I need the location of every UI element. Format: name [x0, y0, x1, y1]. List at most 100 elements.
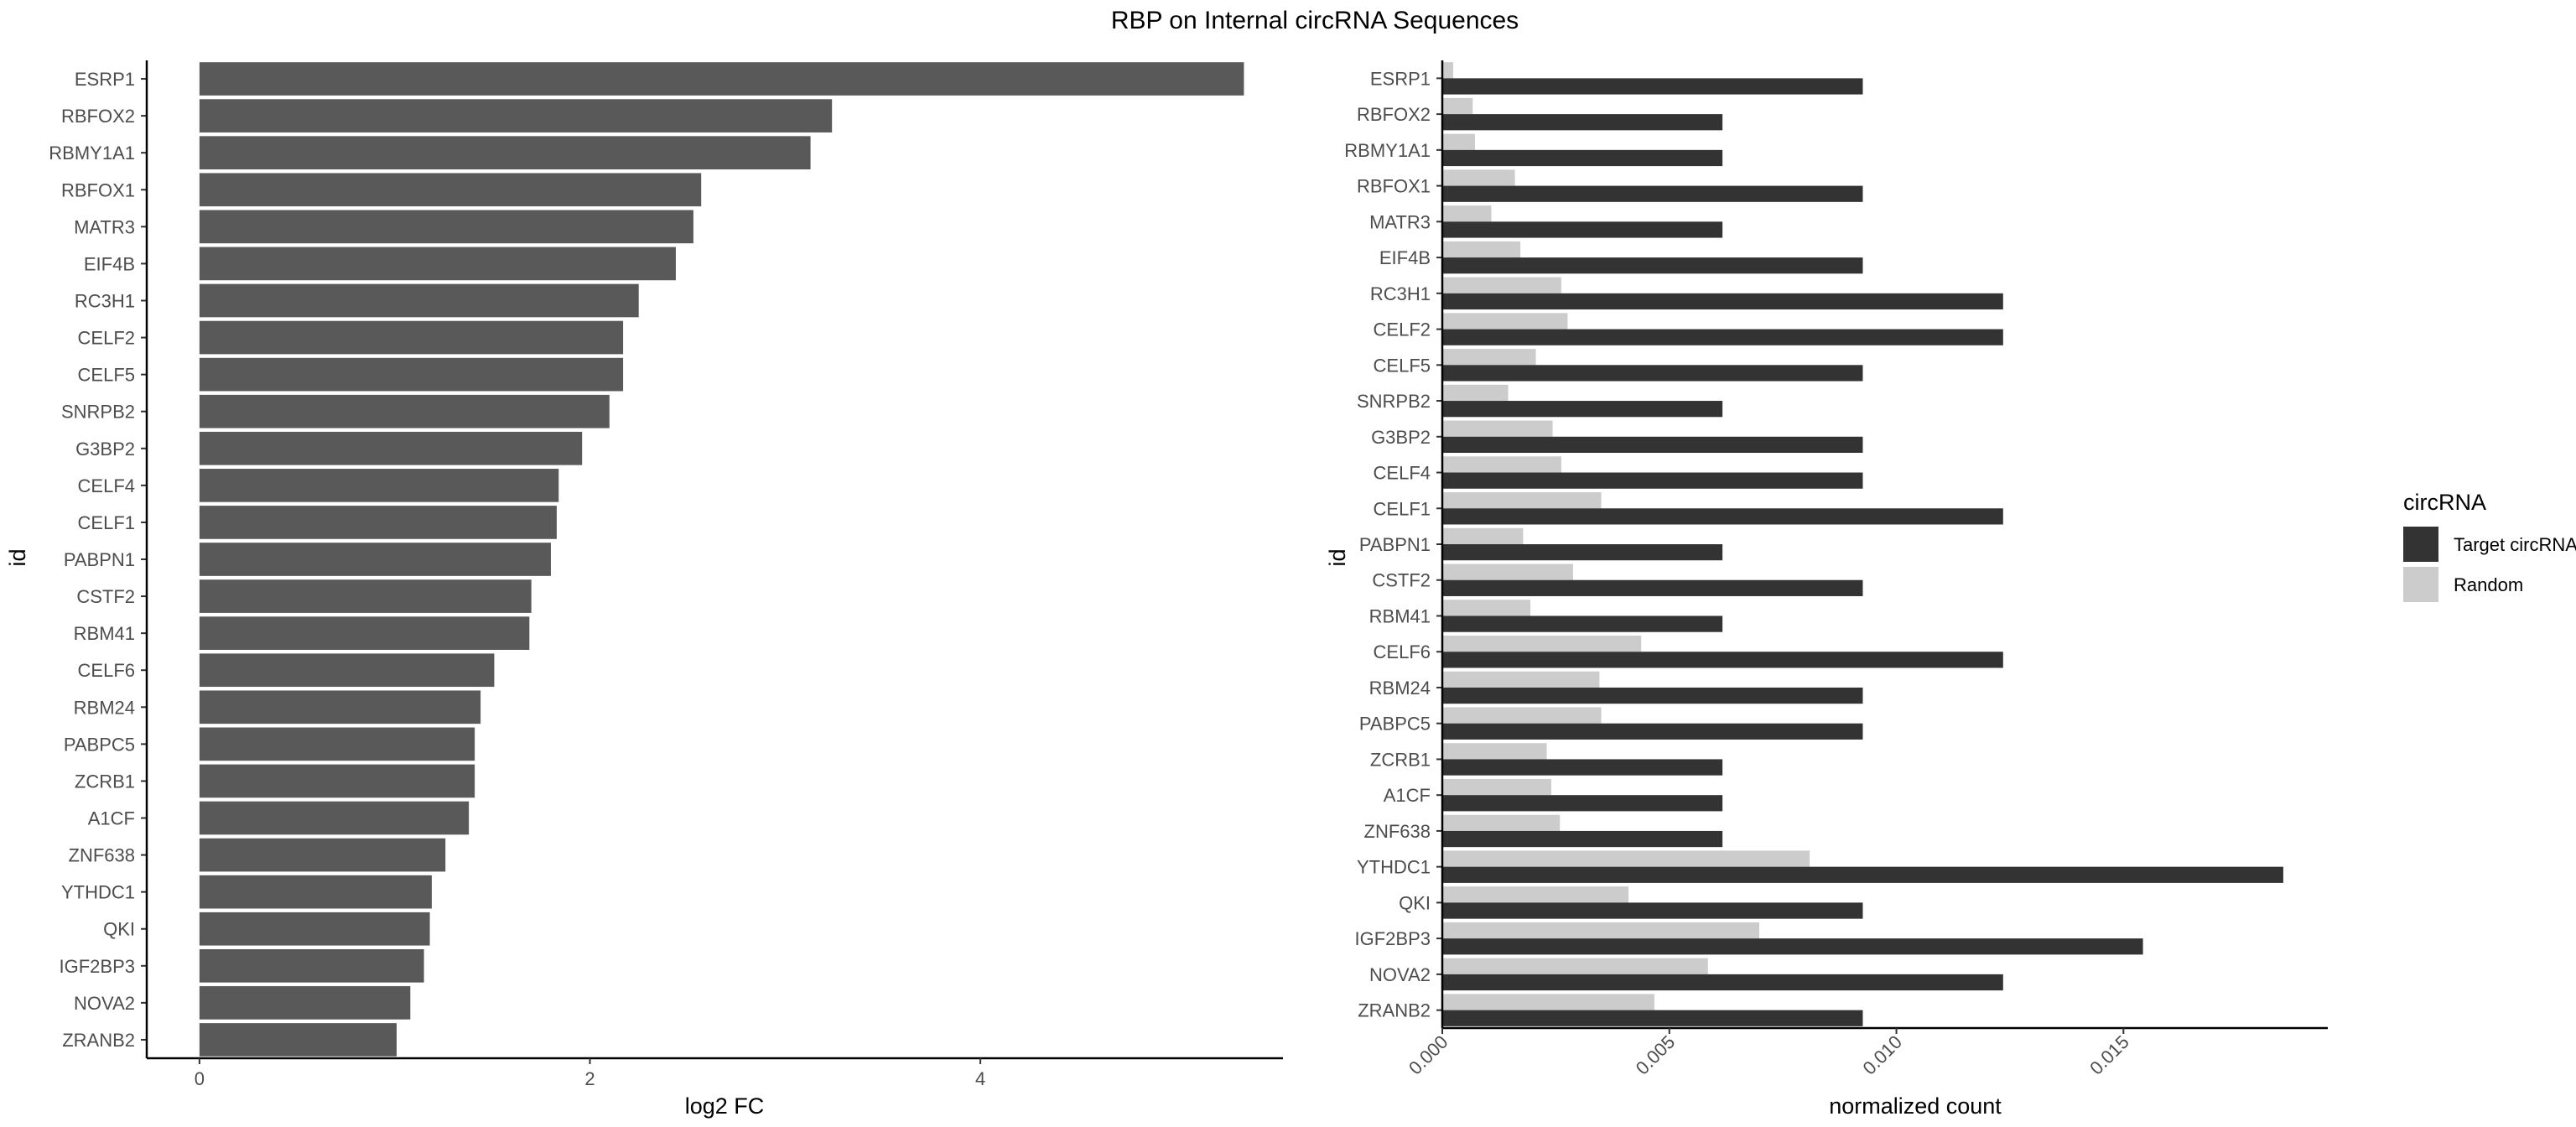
- y-tick-label: NOVA2: [1369, 964, 1431, 985]
- y-tick-label: ZRANB2: [62, 1030, 135, 1051]
- left-axes: [141, 60, 1283, 1064]
- y-tick-label: ZRANB2: [1358, 1000, 1431, 1021]
- bar-log2fc-g3bp2: [199, 431, 583, 465]
- bar-target-cstf2: [1442, 579, 1863, 596]
- bar-log2fc-igf2bp3: [199, 948, 424, 983]
- bar-random-cstf2: [1442, 564, 1573, 580]
- bar-random-g3bp2: [1442, 420, 1553, 437]
- bar-log2fc-esrp1: [199, 62, 1244, 96]
- y-tick-label: CELF5: [1374, 355, 1431, 376]
- bar-target-rbfox2: [1442, 114, 1723, 131]
- y-tick-label: ZCRB1: [1370, 749, 1431, 770]
- bar-log2fc-rbfox2: [199, 99, 833, 132]
- y-tick-label: CELF4: [1374, 463, 1431, 484]
- bar-random-celf4: [1442, 456, 1561, 473]
- bar-target-zcrb1: [1442, 759, 1723, 776]
- bar-log2fc-rc3h1: [199, 283, 639, 318]
- y-tick-label: PABPN1: [1359, 534, 1431, 555]
- y-tick-label: RBM41: [1369, 605, 1431, 626]
- bar-target-celf1: [1442, 508, 2003, 525]
- y-tick-label: A1CF: [88, 808, 135, 829]
- right-bars: [1442, 62, 2283, 1026]
- bar-target-a1cf: [1442, 795, 1723, 812]
- x-tick-label: 0: [195, 1068, 205, 1089]
- bar-target-celf4: [1442, 472, 1863, 489]
- y-tick-label: YTHDC1: [1357, 857, 1431, 878]
- y-tick-label: CELF6: [78, 660, 135, 681]
- bar-target-pabpn1: [1442, 544, 1723, 561]
- bar-log2fc-zranb2: [199, 1023, 397, 1057]
- y-tick-label: ZNF638: [1364, 821, 1431, 842]
- bar-target-qki: [1442, 902, 1863, 919]
- y-tick-label: PABPC5: [1359, 714, 1431, 735]
- y-tick-label: RBM24: [1369, 678, 1431, 699]
- left-bars: [199, 62, 1244, 1057]
- bar-log2fc-celf5: [199, 357, 624, 392]
- y-tick-label: YTHDC1: [61, 882, 135, 903]
- legend-label-random: Random: [2454, 574, 2523, 595]
- bar-random-znf638: [1442, 814, 1561, 831]
- y-tick-label: QKI: [1399, 892, 1431, 913]
- y-tick-label: PABPC5: [64, 734, 135, 755]
- bar-target-esrp1: [1442, 78, 1863, 95]
- bar-target-pabpc5: [1442, 723, 1863, 740]
- y-tick-label: RBFOX2: [1357, 104, 1431, 125]
- y-tick-label: RC3H1: [75, 290, 135, 311]
- bar-random-a1cf: [1442, 778, 1551, 796]
- bar-log2fc-celf2: [199, 320, 624, 355]
- y-tick-label: RBM24: [74, 697, 135, 718]
- right-x-axis-title: normalized count: [1829, 1093, 2002, 1119]
- y-tick-label: EIF4B: [1379, 247, 1431, 268]
- bar-target-nova2: [1442, 974, 2003, 991]
- bar-random-nova2: [1442, 958, 1708, 974]
- bar-target-snrpb2: [1442, 401, 1723, 418]
- y-tick-label: SNRPB2: [1357, 391, 1431, 412]
- y-tick-label: CELF6: [1374, 641, 1431, 662]
- bar-random-qki: [1442, 886, 1629, 903]
- right-x-tick-labels: 0.000 0.005 0.010 0.015: [1405, 1031, 2133, 1079]
- bar-random-igf2bp3: [1442, 922, 1759, 939]
- y-tick-label: IGF2BP3: [1355, 928, 1431, 949]
- right-panel-normalized-count: ESRP1 RBFOX2 RBMY1A1 RBFOX1 MATR3 EIF4B RC3H1 C…: [1325, 60, 2328, 1119]
- bar-target-rbfox1: [1442, 185, 1863, 202]
- bar-log2fc-pabpn1: [199, 543, 551, 576]
- y-tick-label: ZCRB1: [75, 771, 135, 792]
- y-tick-label: ESRP1: [1370, 68, 1431, 89]
- y-tick-label: RBFOX1: [1357, 176, 1431, 197]
- y-tick-label: NOVA2: [74, 993, 135, 1014]
- y-tick-label: RBFOX2: [61, 106, 135, 127]
- legend: circRNA Target circRNAs Random: [2403, 490, 2576, 602]
- legend-label-target: Target circRNAs: [2454, 534, 2576, 555]
- bar-random-snrpb2: [1442, 384, 1509, 402]
- bar-random-zranb2: [1442, 994, 1654, 1010]
- y-tick-label: CELF1: [78, 512, 135, 533]
- y-tick-label: CELF2: [1374, 319, 1431, 340]
- y-tick-label: SNRPB2: [61, 402, 135, 423]
- left-y-tick-labels: ESRP1 RBFOX2 RBMY1A1 RBFOX1 MATR3 EIF4B RC3H1 C…: [49, 69, 135, 1051]
- bar-target-znf638: [1442, 830, 1723, 848]
- bar-log2fc-nova2: [199, 986, 411, 1020]
- bar-target-zranb2: [1442, 1010, 1863, 1026]
- bar-target-celf2: [1442, 329, 2003, 345]
- bar-target-g3bp2: [1442, 436, 1863, 454]
- bar-log2fc-qki: [199, 911, 430, 946]
- legend-swatch-random: [2403, 567, 2438, 602]
- y-tick-label: CELF4: [78, 475, 135, 496]
- y-tick-label: MATR3: [1369, 211, 1431, 232]
- bar-target-rbm24: [1442, 687, 1863, 704]
- right-y-tick-labels: ESRP1 RBFOX2 RBMY1A1 RBFOX1 MATR3 EIF4B RC3H1 C…: [1344, 68, 1431, 1021]
- bar-target-celf6: [1442, 652, 2003, 668]
- bar-random-esrp1: [1442, 62, 1453, 79]
- y-tick-label: CELF1: [1374, 498, 1431, 519]
- bar-random-celf5: [1442, 349, 1536, 366]
- x-tick-label: 0.005: [1632, 1031, 1680, 1079]
- bar-target-rbm41: [1442, 615, 1723, 632]
- bar-log2fc-rbmy1a1: [199, 136, 811, 170]
- left-x-axis-title: log2 FC: [685, 1093, 765, 1119]
- bar-target-igf2bp3: [1442, 938, 2143, 955]
- y-tick-label: CELF2: [78, 328, 135, 349]
- right-y-axis-title: id: [1325, 548, 1350, 566]
- bar-log2fc-cstf2: [199, 579, 532, 613]
- y-tick-label: EIF4B: [84, 253, 135, 274]
